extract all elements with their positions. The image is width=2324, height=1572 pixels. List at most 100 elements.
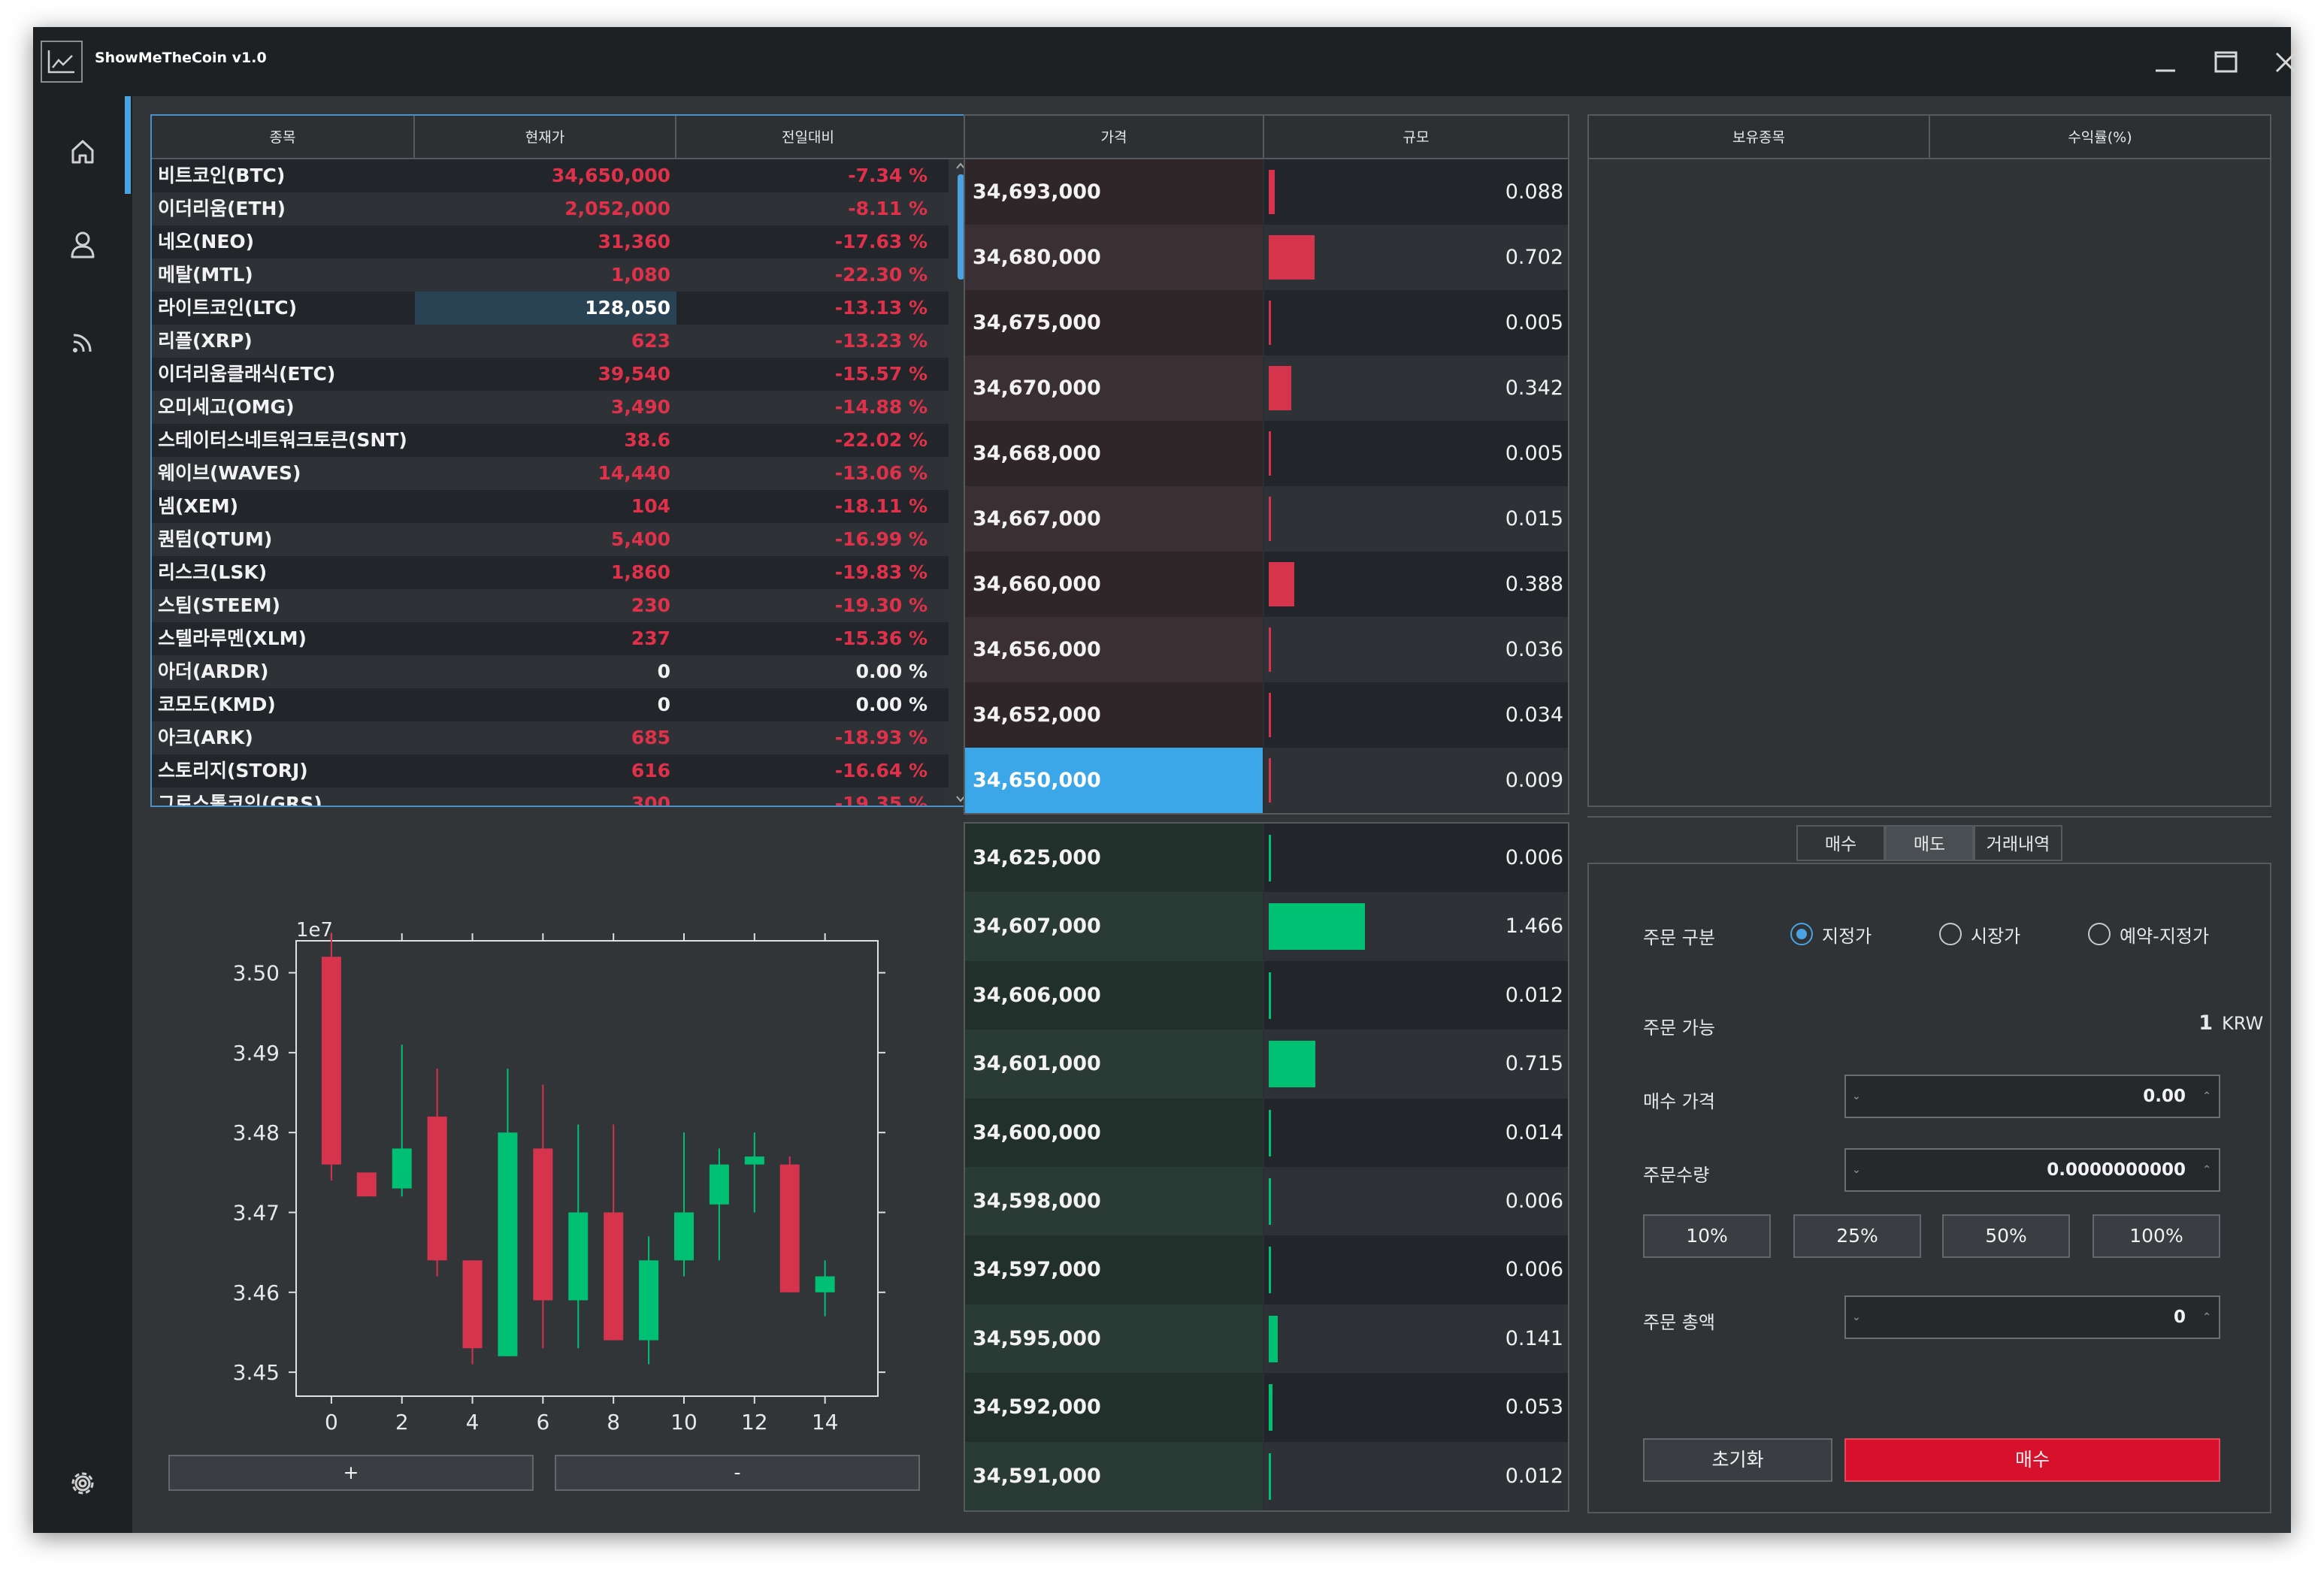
orderbook-row[interactable]: 34,675,000 0.005 [965,290,1568,355]
orderbook-price[interactable]: 34,660,000 [965,552,1263,617]
table-row[interactable]: 이더리움(ETH) 2,052,000 -8.11 % [152,192,949,225]
maximize-button[interactable] [2207,44,2244,81]
zoom-in-button[interactable]: + [168,1455,534,1491]
orderbook-price[interactable]: 34,598,000 [965,1167,1263,1236]
table-row[interactable]: 이더리움클래식(ETC) 39,540 -15.57 % [152,358,949,391]
table-row[interactable]: 네오(NEO) 31,360 -17.63 % [152,225,949,258]
orderbook-price[interactable]: 34,592,000 [965,1373,1263,1442]
orderbook-price[interactable]: 34,680,000 [965,225,1263,290]
minimize-button[interactable] [2147,44,2184,81]
radio-reserved-limit-label[interactable]: 예약-지정가 [2120,926,2210,947]
orderbook-price[interactable]: 34,607,000 [965,892,1263,961]
table-row[interactable]: 넴(XEM) 104 -18.11 % [152,490,949,523]
settings-icon[interactable] [63,1464,102,1503]
home-icon[interactable] [63,132,102,171]
column-header-change[interactable]: 전일대비 [782,129,834,146]
column-header-price[interactable]: 현재가 [415,116,676,158]
orderbook-row[interactable]: 34,650,000 0.009 [965,748,1568,813]
table-row[interactable]: 아크(ARK) 685 -18.93 % [152,721,949,754]
orderbook-price[interactable]: 34,668,000 [965,421,1263,486]
orderbook-row[interactable]: 34,625,000 0.006 [965,824,1568,893]
table-row[interactable]: 스토리지(STORJ) 616 -16.64 % [152,754,949,788]
orderbook-price[interactable]: 34,606,000 [965,960,1263,1030]
orderbook-row[interactable]: 34,600,000 0.014 [965,1098,1568,1167]
table-row[interactable]: 웨이브(WAVES) 14,440 -13.06 % [152,457,949,490]
feed-icon[interactable] [63,323,102,362]
table-row[interactable]: 비트코인(BTC) 34,650,000 -7.34 % [152,159,949,192]
orderbook-price[interactable]: 34,667,000 [965,486,1263,552]
percent-25-button[interactable]: 25% [1793,1214,1921,1258]
orderbook-price[interactable]: 34,675,000 [965,290,1263,355]
orderbook-price[interactable]: 34,656,000 [965,617,1263,682]
percent-10-button[interactable]: 10% [1643,1214,1771,1258]
decrease-icon[interactable]: ⌄ [1852,1164,1861,1176]
radio-limit[interactable] [1790,923,1813,945]
increase-icon[interactable]: ⌃ [2202,1164,2211,1176]
orderbook-row[interactable]: 34,601,000 0.715 [965,1029,1568,1099]
orderbook-row[interactable]: 34,652,000 0.034 [965,682,1568,748]
coin-table-scrollbar[interactable] [953,161,968,806]
column-header-holding[interactable]: 보유종목 [1589,116,1930,158]
table-row[interactable]: 스텔라루멘(XLM) 237 -15.36 % [152,622,949,655]
orderbook-row[interactable]: 34,667,000 0.015 [965,486,1568,552]
user-icon[interactable] [63,225,102,265]
tab-buy[interactable]: 매수 [1796,825,1885,861]
buy-price-input[interactable]: ⌄ 0.00 ⌃ [1844,1075,2220,1118]
radio-limit-label[interactable]: 지정가 [1822,926,1872,947]
table-row[interactable]: 리플(XRP) 623 -13.23 % [152,325,949,358]
radio-market[interactable] [1939,923,1962,945]
total-input[interactable]: ⌄ 0 ⌃ [1844,1295,2220,1339]
table-row[interactable]: 리스크(LSK) 1,860 -19.83 % [152,556,949,589]
reset-button[interactable]: 초기화 [1643,1438,1832,1482]
orderbook-row[interactable]: 34,660,000 0.388 [965,552,1568,617]
orderbook-row[interactable]: 34,670,000 0.342 [965,355,1568,421]
radio-reserved-limit[interactable] [2088,923,2111,945]
candlestick-chart[interactable]: 0 2 4 6 8 10 12 14 3.45 3.46 3.47 3.48 3.49 3.50 1e7 [150,831,971,1434]
orderbook-price[interactable]: 34,591,000 [965,1441,1263,1510]
orderbook-price[interactable]: 34,600,000 [965,1098,1263,1167]
orderbook-row[interactable]: 34,607,000 1.466 [965,892,1568,961]
orderbook-row[interactable]: 34,656,000 0.036 [965,617,1568,682]
table-row[interactable]: 퀀텀(QTUM) 5,400 -16.99 % [152,523,949,556]
column-header-return[interactable]: 수익률(%) [2068,129,2132,146]
table-row[interactable]: 그로스톨코인(GRS) 300 -19.35 % [152,788,949,806]
table-row[interactable]: 메탈(MTL) 1,080 -22.30 % [152,258,949,292]
buy-button[interactable]: 매수 [1844,1438,2220,1482]
quantity-input[interactable]: ⌄ 0.0000000000 ⌃ [1844,1148,2220,1192]
orderbook-row[interactable]: 34,591,000 0.012 [965,1441,1568,1510]
orderbook-row[interactable]: 34,668,000 0.005 [965,421,1568,486]
table-row[interactable]: 스테이터스네트워크토큰(SNT) 38.6 -22.02 % [152,424,949,457]
orderbook-price[interactable]: 34,693,000 [965,159,1263,225]
orderbook-row[interactable]: 34,598,000 0.006 [965,1167,1568,1236]
orderbook-row[interactable]: 34,592,000 0.053 [965,1373,1568,1442]
increase-icon[interactable]: ⌃ [2202,1311,2211,1323]
orderbook-price[interactable]: 34,601,000 [965,1029,1263,1099]
tab-sell[interactable]: 매도 [1885,825,1974,861]
table-row[interactable]: 오미세고(OMG) 3,490 -14.88 % [152,391,949,424]
percent-50-button[interactable]: 50% [1942,1214,2070,1258]
table-row[interactable]: 코모도(KMD) 0 0.00 % [152,688,949,721]
decrease-icon[interactable]: ⌄ [1852,1311,1861,1323]
orderbook-price[interactable]: 34,597,000 [965,1235,1263,1304]
orderbook-price[interactable]: 34,650,000 [965,748,1263,813]
orderbook-price[interactable]: 34,595,000 [965,1304,1263,1374]
table-row[interactable]: 스팀(STEEM) 230 -19.30 % [152,589,949,622]
decrease-icon[interactable]: ⌄ [1852,1090,1861,1102]
close-button[interactable] [2267,44,2304,81]
percent-100-button[interactable]: 100% [2093,1214,2220,1258]
table-row[interactable]: 라이트코인(LTC) 128,050 -13.13 % [152,292,949,325]
orderbook-row[interactable]: 34,680,000 0.702 [965,225,1568,290]
radio-market-label[interactable]: 시장가 [1971,926,2021,947]
orderbook-row[interactable]: 34,597,000 0.006 [965,1235,1568,1304]
orderbook-row[interactable]: 34,595,000 0.141 [965,1304,1568,1374]
orderbook-price[interactable]: 34,652,000 [965,682,1263,748]
orderbook-row[interactable]: 34,693,000 0.088 [965,159,1568,225]
zoom-out-button[interactable]: - [555,1455,920,1491]
column-header-name[interactable]: 종목 [152,116,415,158]
orderbook-price[interactable]: 34,670,000 [965,355,1263,421]
orderbook-row[interactable]: 34,606,000 0.012 [965,960,1568,1030]
increase-icon[interactable]: ⌃ [2202,1090,2211,1102]
orderbook-price[interactable]: 34,625,000 [965,824,1263,893]
tab-history[interactable]: 거래내역 [1974,825,2062,861]
table-row[interactable]: 아더(ARDR) 0 0.00 % [152,655,949,688]
